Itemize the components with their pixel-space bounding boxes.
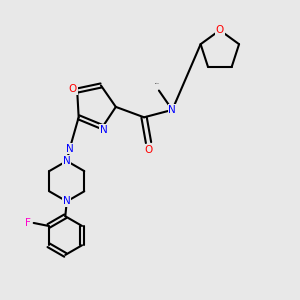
Text: O: O <box>216 25 224 35</box>
Text: O: O <box>144 145 153 155</box>
Text: N: N <box>168 105 176 115</box>
Text: N: N <box>63 196 71 206</box>
Text: methyl: methyl <box>155 82 160 84</box>
Text: N: N <box>100 125 108 135</box>
Text: N: N <box>66 143 74 154</box>
Text: F: F <box>25 218 31 228</box>
Text: N: N <box>63 156 71 166</box>
Text: O: O <box>69 84 77 94</box>
